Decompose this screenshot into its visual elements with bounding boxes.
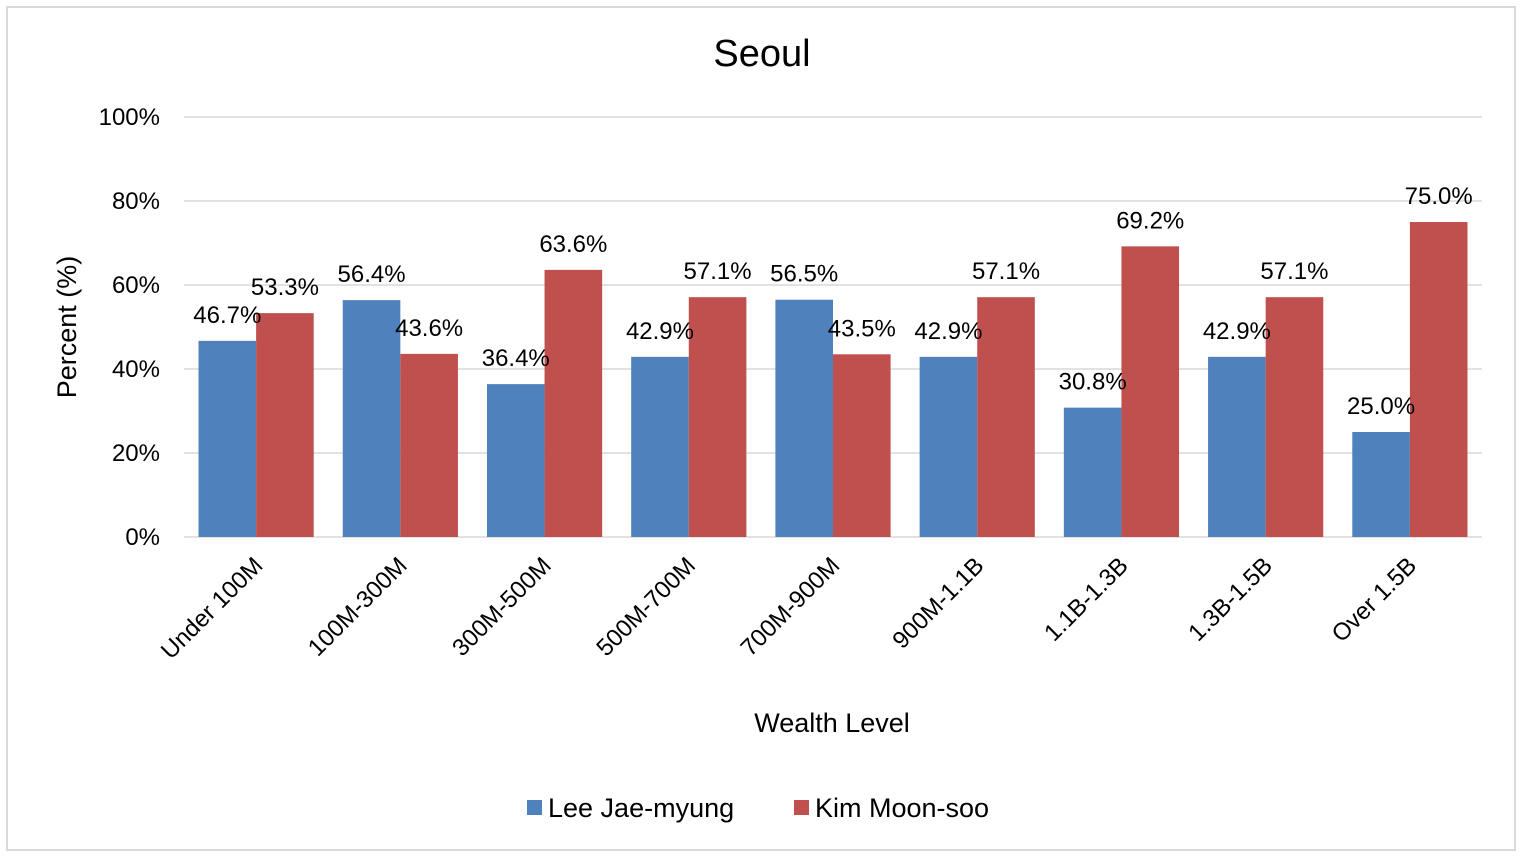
bar-lee-jae-myung (1208, 356, 1266, 537)
bar-lee-jae-myung (198, 340, 257, 537)
data-label: 43.6% (395, 315, 463, 342)
bar-lee-jae-myung (775, 299, 833, 537)
data-label: 75.0% (1405, 183, 1473, 210)
legend-swatch-kim (794, 800, 809, 815)
chart-title: Seoul (713, 33, 810, 75)
data-label: 42.9% (626, 318, 694, 345)
data-label: 36.4% (482, 345, 550, 372)
data-label: 69.2% (1116, 207, 1184, 234)
bar-kim-moon-soo (1409, 222, 1468, 537)
data-label: 43.5% (828, 315, 896, 342)
y-tick-label: 20% (112, 440, 160, 467)
bar-lee-jae-myung (1352, 432, 1410, 537)
bars (198, 222, 1468, 538)
data-label: 63.6% (539, 231, 607, 258)
bar-kim-moon-soo (833, 354, 891, 537)
y-axis-title: Percent (%) (52, 256, 82, 399)
data-label: 57.1% (972, 258, 1040, 285)
y-tick-label: 80% (112, 188, 160, 215)
data-label: 46.7% (193, 302, 261, 329)
data-label: 42.9% (1203, 318, 1271, 345)
bar-kim-moon-soo (544, 269, 603, 537)
bar-kim-moon-soo (400, 353, 458, 537)
bar-kim-moon-soo (688, 297, 747, 537)
bar-lee-jae-myung (919, 356, 978, 537)
y-tick-label: 0% (125, 524, 160, 551)
bar-lee-jae-myung (631, 356, 689, 537)
bar-kim-moon-soo (256, 313, 314, 537)
bar-lee-jae-myung (342, 300, 401, 537)
y-tick-label: 100% (99, 104, 160, 131)
data-label: 42.9% (914, 318, 982, 345)
data-label: 57.1% (1260, 258, 1328, 285)
data-label: 30.8% (1059, 369, 1127, 396)
data-label: 56.5% (770, 261, 838, 288)
data-labels: 46.7% 56.4% 36.4% 42.9% 56.5% 42.9% 30.8% 42.9%… (193, 183, 1472, 420)
legend: Lee Jae-myung Kim Moon-soo (527, 793, 989, 823)
data-label: 57.1% (684, 258, 752, 285)
legend-swatch-lee (527, 800, 542, 815)
data-label: 56.4% (338, 261, 406, 288)
legend-label-lee: Lee Jae-myung (548, 793, 734, 823)
legend-label-kim: Kim Moon-soo (815, 793, 989, 823)
bar-lee-jae-myung (486, 384, 545, 537)
bar-kim-moon-soo (1121, 246, 1180, 538)
bar-kim-moon-soo (1265, 297, 1324, 537)
y-tick-label: 40% (112, 356, 160, 383)
y-tick-label: 60% (112, 272, 160, 299)
bar-lee-jae-myung (1063, 407, 1122, 537)
data-label: 53.3% (251, 274, 319, 301)
x-axis-title: Wealth Level (754, 708, 910, 738)
bar-kim-moon-soo (977, 297, 1035, 537)
data-label: 25.0% (1347, 393, 1415, 420)
